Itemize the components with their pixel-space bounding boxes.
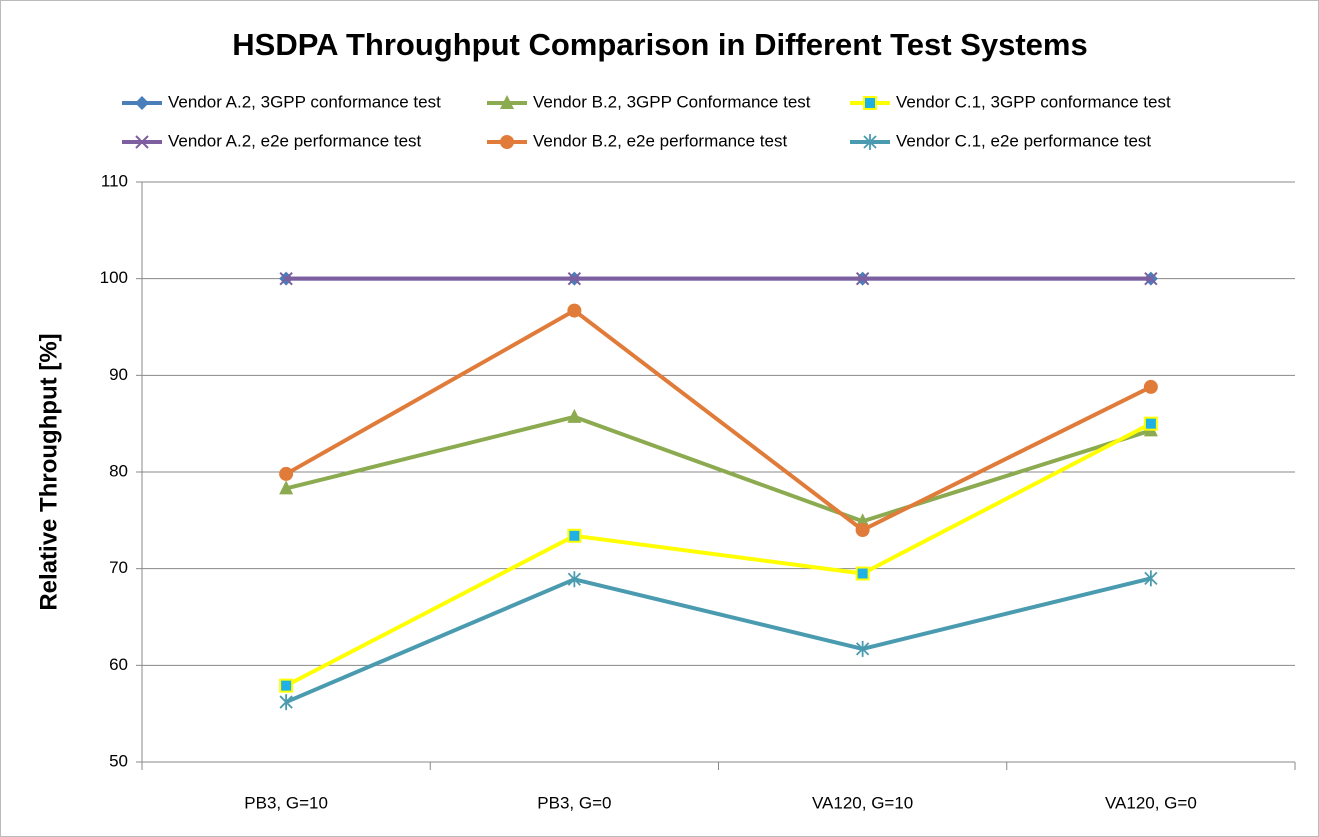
marker [500,95,514,109]
marker [855,640,870,657]
marker [279,271,293,286]
marker [135,96,149,110]
marker [863,134,877,150]
marker [567,408,582,423]
marker [135,135,149,149]
marker [279,466,294,481]
y-tick-label: 50 [109,751,128,770]
legend-item: Vendor B.2, 3GPP Conformance test [487,92,811,111]
legend-item: Vendor A.2, 3GPP conformance test [122,92,441,111]
legend-label: Vendor C.1, e2e performance test [896,131,1151,150]
y-tick-label: 90 [109,365,128,384]
x-tick-label: VA120, G=0 [1105,793,1197,812]
marker [500,135,514,149]
legend-label: Vendor A.2, 3GPP conformance test [168,92,441,111]
marker [567,271,582,286]
marker [1143,379,1158,394]
marker [567,303,582,318]
series-line [285,576,1152,704]
marker [855,271,870,286]
series-line [285,414,1152,524]
y-tick-label: 110 [101,171,128,190]
marker [279,694,293,711]
chart-title: HSDPA Throughput Comparison in Different… [232,27,1087,62]
marker [567,571,582,588]
marker [855,566,870,581]
marker [279,678,294,693]
x-tick-label: PB3, G=0 [537,793,611,812]
marker [567,528,582,543]
legend-item: Vendor C.1, 3GPP conformance test [850,92,1171,111]
marker [279,480,294,495]
legend-label: Vendor B.2, e2e performance test [533,131,787,150]
x-tick-label: VA120, G=10 [812,793,913,812]
legend-item: Vendor A.2, e2e performance test [122,131,422,150]
legend-label: Vendor A.2, e2e performance test [168,131,422,150]
y-tick-label: 60 [109,655,128,674]
marker [863,96,877,110]
y-tick-label: 70 [109,558,128,577]
legend-label: Vendor C.1, 3GPP conformance test [896,92,1171,111]
legend-label: Vendor B.2, 3GPP Conformance test [533,92,811,111]
y-tick-label: 100 [100,268,128,287]
marker [1143,416,1158,431]
marker [1144,570,1158,587]
marker [855,523,870,537]
series-line [285,421,1152,688]
y-axis-title: Relative Throughput [%] [35,333,62,610]
legend-item: Vendor B.2, e2e performance test [487,131,787,150]
y-tick-label: 80 [109,461,128,480]
marker [1144,271,1158,286]
legend-item: Vendor C.1, e2e performance test [850,131,1151,150]
x-tick-label: PB3, G=10 [244,793,328,812]
series-line [285,308,1152,533]
marker [855,513,870,528]
